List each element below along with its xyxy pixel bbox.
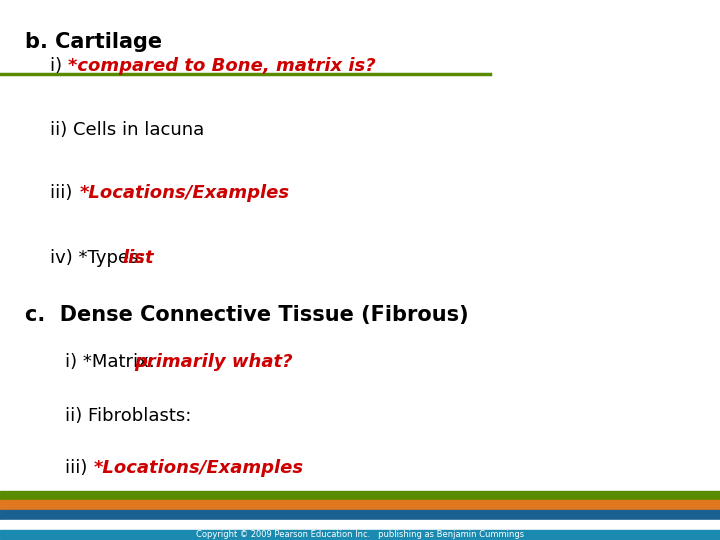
Bar — [0, 520, 720, 530]
Bar — [0, 530, 720, 539]
Text: ii) Fibroblasts:: ii) Fibroblasts: — [65, 407, 192, 425]
Text: i) *Matrix:: i) *Matrix: — [65, 353, 161, 371]
Text: list: list — [122, 249, 154, 267]
Text: ii) Cells in lacuna: ii) Cells in lacuna — [50, 122, 204, 139]
Bar — [0, 510, 720, 520]
Text: iv) *Types:: iv) *Types: — [50, 249, 150, 267]
Text: iii): iii) — [65, 460, 93, 477]
Text: *Locations/Examples: *Locations/Examples — [94, 460, 304, 477]
Bar — [0, 501, 720, 510]
Text: b. Cartilage: b. Cartilage — [25, 32, 162, 52]
Text: *compared to Bone, matrix is?: *compared to Bone, matrix is? — [68, 57, 376, 75]
Text: c.  Dense Connective Tissue (Fibrous): c. Dense Connective Tissue (Fibrous) — [25, 305, 469, 325]
Text: Copyright © 2009 Pearson Education Inc.   publishing as Benjamin Cummings: Copyright © 2009 Pearson Education Inc. … — [196, 530, 524, 539]
Text: iii): iii) — [50, 185, 78, 202]
Bar — [0, 491, 720, 501]
Text: *Locations/Examples: *Locations/Examples — [79, 185, 289, 202]
Text: primarily what?: primarily what? — [135, 353, 293, 371]
Text: i): i) — [50, 57, 68, 75]
